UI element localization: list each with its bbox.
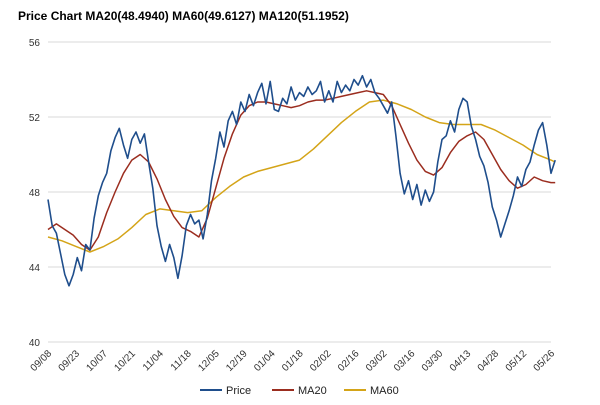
x-tick-label: 09/23: [57, 348, 83, 374]
x-tick-label: 11/18: [169, 348, 194, 373]
x-tick-label: 04/13: [448, 348, 474, 374]
x-tick-label: 03/16: [392, 348, 418, 374]
x-tick-label: 01/18: [280, 348, 306, 374]
chart-title: Price Chart MA20(48.4940) MA60(49.6127) …: [18, 9, 349, 23]
legend-label: MA60: [370, 385, 399, 397]
x-tick-label: 11/04: [141, 348, 166, 373]
series-line-ma20: [47, 90, 556, 251]
x-tick-label: 12/19: [224, 348, 250, 374]
x-tick-label: 05/12: [504, 348, 530, 374]
x-tick-label: 02/16: [336, 348, 362, 374]
series-line-ma60: [47, 99, 556, 253]
y-tick-label: 40: [29, 338, 41, 349]
x-tick-label: 01/04: [252, 348, 278, 374]
x-tick-label: 04/28: [476, 348, 502, 374]
x-tick-label: 12/05: [196, 348, 222, 374]
legend-label: MA20: [298, 385, 327, 397]
series-line-price: [47, 74, 556, 287]
x-tick-label: 05/26: [532, 348, 558, 374]
x-tick-label: 10/07: [85, 348, 111, 374]
legend-label: Price: [226, 385, 251, 397]
y-tick-label: 52: [29, 113, 41, 124]
y-tick-label: 56: [29, 38, 41, 49]
x-tick-label: 03/02: [364, 348, 390, 374]
y-tick-label: 48: [29, 188, 41, 199]
x-tick-label: 02/02: [308, 348, 334, 374]
x-tick-label: 09/08: [29, 348, 55, 374]
y-tick-label: 44: [29, 263, 41, 274]
x-tick-label: 10/21: [112, 348, 138, 374]
x-tick-label: 03/30: [420, 348, 446, 374]
